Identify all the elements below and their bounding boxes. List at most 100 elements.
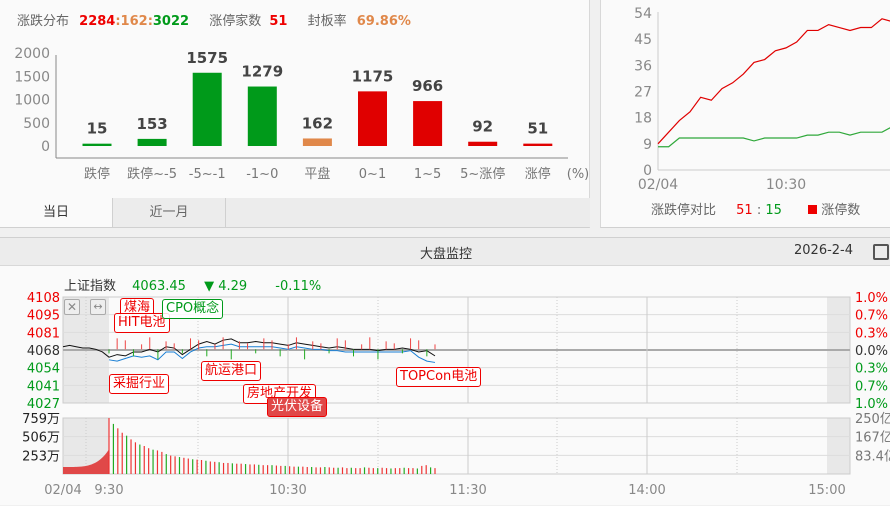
market-monitor-panel: 大盘监控 2026-2-4 上证指数 4063.45 ▼ 4.29 -0.11%…: [0, 237, 890, 505]
y-tick-label: 500: [23, 116, 50, 132]
price-tick-label: 4054: [27, 362, 60, 377]
bar: [358, 91, 387, 146]
bar: [137, 138, 167, 146]
monitor-date[interactable]: 2026-2-4: [794, 243, 854, 258]
event-tag[interactable]: 光伏设备: [267, 397, 328, 417]
pct-tick-label: 0.3%: [855, 362, 888, 377]
up-count: 2284: [79, 14, 116, 29]
legend-label: 涨跌停对比: [651, 203, 717, 218]
flat-count: 162: [120, 14, 148, 29]
intraday-chart: 4108 1.0% 4095 0.7% 4081 0.3% 4068 0.0% 4054 0.3%…: [22, 291, 890, 498]
bar: [192, 72, 222, 146]
y-tick-label: 45: [634, 32, 652, 48]
y-tick-label: 36: [634, 58, 652, 74]
event-tag[interactable]: HIT电池: [114, 313, 170, 333]
pct-tick-label: 0.3%: [855, 326, 888, 341]
y-tick-label: 2000: [14, 46, 50, 62]
y-tick-label: 1500: [14, 69, 50, 85]
bar-value-label: 1575: [186, 49, 228, 67]
price-tick-label: 4027: [27, 397, 60, 412]
pct-tick-label: 1.0%: [855, 397, 888, 412]
bar-value-label: 92: [472, 118, 493, 136]
category-label: 0~1: [359, 167, 386, 182]
tab-month[interactable]: 近一月: [113, 198, 226, 227]
pct-tick-label: 0.7%: [855, 309, 888, 324]
unit-label: (%): [567, 167, 590, 182]
index-name: 上证指数: [64, 279, 117, 294]
limit-up-line: [657, 18, 890, 145]
tab-today[interactable]: 当日: [0, 198, 113, 227]
bar: [302, 138, 332, 146]
y-tick-label: 0: [643, 163, 652, 179]
y-tick-label: 27: [634, 85, 652, 101]
seal-rate-label: 封板率: [307, 14, 347, 29]
time-tick-label: 02/04: [44, 483, 81, 498]
bar: [247, 86, 277, 146]
after-market-area: [827, 418, 850, 474]
limit-ratio-panel: 0 9 18 27 36 45 54 02/04 10:30 涨跌停对比 51 : 15 涨停数: [600, 0, 890, 228]
category-label: -1~0: [246, 167, 278, 182]
bar-value-label: 1279: [241, 63, 283, 81]
index-change: 4.29: [218, 279, 248, 294]
category-label: 平盘: [304, 166, 330, 182]
bar-value-label: 153: [136, 115, 167, 133]
index-line: [62, 338, 436, 358]
x-tick-label: 02/04: [638, 177, 678, 193]
bar: [82, 143, 112, 146]
category-label: 跌停: [84, 166, 110, 182]
volume-tick-label: 506万: [22, 431, 60, 446]
ratio-down: 15: [765, 203, 782, 218]
price-tick-label: 4081: [27, 326, 60, 341]
calendar-icon[interactable]: [873, 244, 889, 260]
limit-ratio-chart: 0 9 18 27 36 45 54 02/04 10:30: [634, 6, 890, 193]
pre-market-volume: [63, 449, 109, 474]
limit-down-line: [658, 127, 890, 148]
volume-tick-label: 253万: [22, 449, 60, 464]
y-tick-label: 18: [634, 111, 652, 127]
seal-rate: 69.86%: [356, 14, 411, 29]
expand-horizontal-icon[interactable]: ↔: [90, 299, 106, 315]
monitor-header: 大盘监控 2026-2-4: [0, 238, 890, 266]
time-tick-label: 11:30: [449, 483, 486, 498]
limit-ratio-legend: 涨跌停对比 51 : 15 涨停数: [651, 203, 861, 218]
event-tag[interactable]: 采掘行业: [109, 374, 170, 394]
y-tick-label: 1000: [14, 93, 50, 109]
price-tick-label: 4068: [27, 344, 60, 359]
index-quote: 上证指数 4063.45 ▼ 4.29 -0.11%: [64, 275, 321, 294]
price-tick-label: 4108: [27, 291, 60, 306]
event-tag[interactable]: TOPCon电池: [396, 367, 482, 387]
amount-tick-label: 83.4亿: [855, 449, 890, 464]
tab-bar-fill: [226, 198, 590, 227]
event-tag[interactable]: 煤海: [120, 298, 155, 318]
bar-value-label: 966: [412, 77, 443, 95]
category-label: 1~5: [414, 167, 441, 182]
category-label: 跌停~-5: [127, 166, 177, 182]
amount-tick-label: 250亿: [855, 412, 890, 427]
close-icon[interactable]: ✕: [64, 299, 80, 315]
category-label: -5~-1: [189, 167, 226, 182]
volume-frame: [62, 417, 851, 475]
pct-tick-label: 0.0%: [855, 344, 888, 359]
event-tag[interactable]: CPO概念: [162, 299, 224, 319]
price-tick-label: 4095: [27, 309, 60, 324]
down-count: 3022: [152, 14, 190, 29]
bar: [413, 101, 443, 146]
limit-up-count: 51: [269, 14, 288, 29]
volume-tick-label: 759万: [22, 412, 60, 427]
y-tick-label: 0: [41, 139, 50, 155]
index-change-pct: -0.11%: [275, 279, 322, 294]
sep: :: [147, 14, 153, 29]
legend-item: 涨停数: [821, 203, 861, 218]
time-tick-label: 9:30: [94, 483, 123, 498]
distribution-title: 涨跌分布: [17, 14, 70, 29]
time-tick-label: 14:00: [628, 483, 665, 498]
event-tag[interactable]: 航运港口: [201, 361, 262, 381]
bar-value-label: 15: [87, 120, 108, 138]
time-tick-label: 10:30: [269, 483, 306, 498]
bar: [468, 141, 498, 146]
category-label: 涨停: [525, 166, 551, 182]
monitor-title: 大盘监控: [420, 247, 473, 262]
bar-value-label: 162: [302, 114, 333, 132]
time-tick-label: 15:00: [808, 483, 845, 498]
